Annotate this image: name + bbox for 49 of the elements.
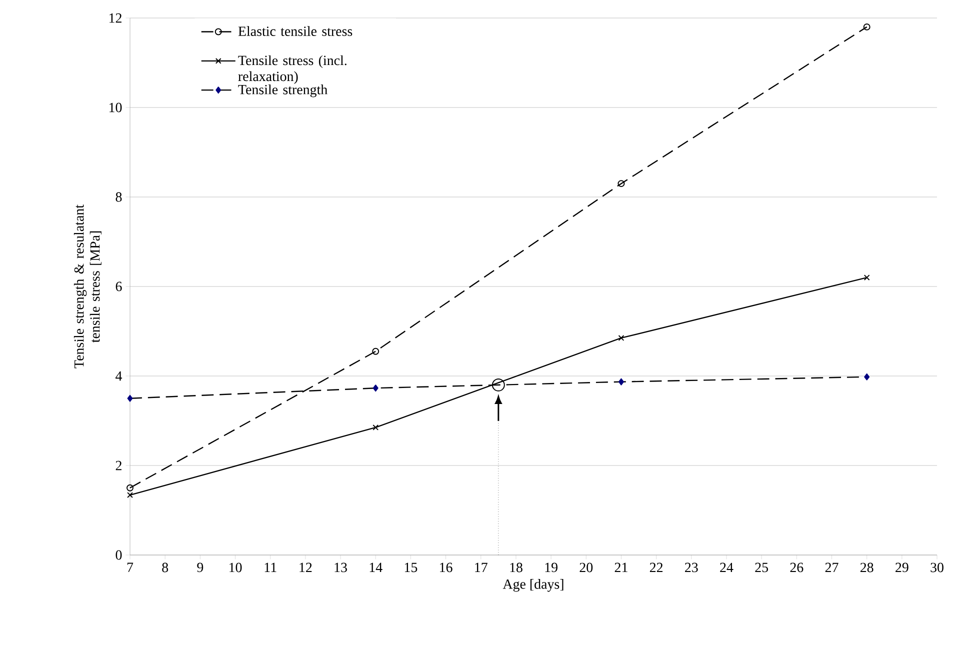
point [126, 484, 134, 492]
point [618, 180, 625, 188]
x-tick-label: 14 [370, 562, 382, 572]
y-tick-label: 0 [116, 550, 122, 560]
x-tick-label: 21 [614, 562, 628, 572]
point [372, 384, 378, 392]
point [127, 492, 133, 498]
y-tick-label: 12 [110, 13, 122, 23]
point [372, 348, 380, 355]
x-tick-label: 15 [404, 562, 418, 572]
x-tick-label: 30 [930, 562, 944, 572]
y-tick-label: 4 [116, 371, 122, 381]
point [618, 334, 624, 341]
legend-label: Tensile strength [238, 84, 328, 98]
x-tick-label: 29 [896, 562, 908, 572]
y-tick-label: 2 [116, 460, 122, 470]
x-axis-title: Age [days] [502, 579, 564, 592]
x-tick-label: 28 [860, 562, 874, 572]
x-tick-label: 16 [440, 562, 452, 572]
x-tick-label: 13 [334, 562, 347, 572]
legend-label: Tensile stress (incl. relaxation) [238, 55, 346, 84]
y-tick-label: 6 [116, 282, 122, 292]
x-tick-label: 18 [510, 562, 522, 572]
x-tick-label: 10 [230, 562, 242, 572]
x-tick-label: 7 [127, 562, 134, 572]
point [864, 274, 870, 281]
x-tick-label: 17 [475, 562, 488, 572]
x-tick-label: 27 [825, 562, 838, 572]
y-tick-label: 8 [116, 192, 122, 202]
point [372, 424, 379, 430]
point [864, 373, 870, 380]
y-axis-title: Tensile strength & resulatant tensile stress [MPa] [74, 204, 102, 368]
x-tick-label: 24 [720, 562, 734, 572]
x-tick-label: 23 [685, 562, 698, 572]
x-tick-label: 22 [650, 562, 663, 572]
x-tick-label: 25 [755, 562, 768, 572]
point [618, 378, 624, 386]
point [863, 23, 870, 30]
x-tick-label: 19 [545, 562, 558, 572]
x-tick-label: 11 [264, 562, 276, 572]
x-tick-label: 8 [162, 562, 168, 572]
point [492, 378, 505, 392]
y-tick-label: 10 [110, 102, 122, 112]
x-tick-label: 9 [197, 562, 204, 572]
legend-label: Elastic tensile stress [238, 26, 352, 36]
x-tick-label: 26 [790, 562, 804, 572]
x-tick-label: 20 [580, 562, 593, 572]
point [127, 394, 133, 402]
x-tick-label: 12 [300, 562, 312, 572]
